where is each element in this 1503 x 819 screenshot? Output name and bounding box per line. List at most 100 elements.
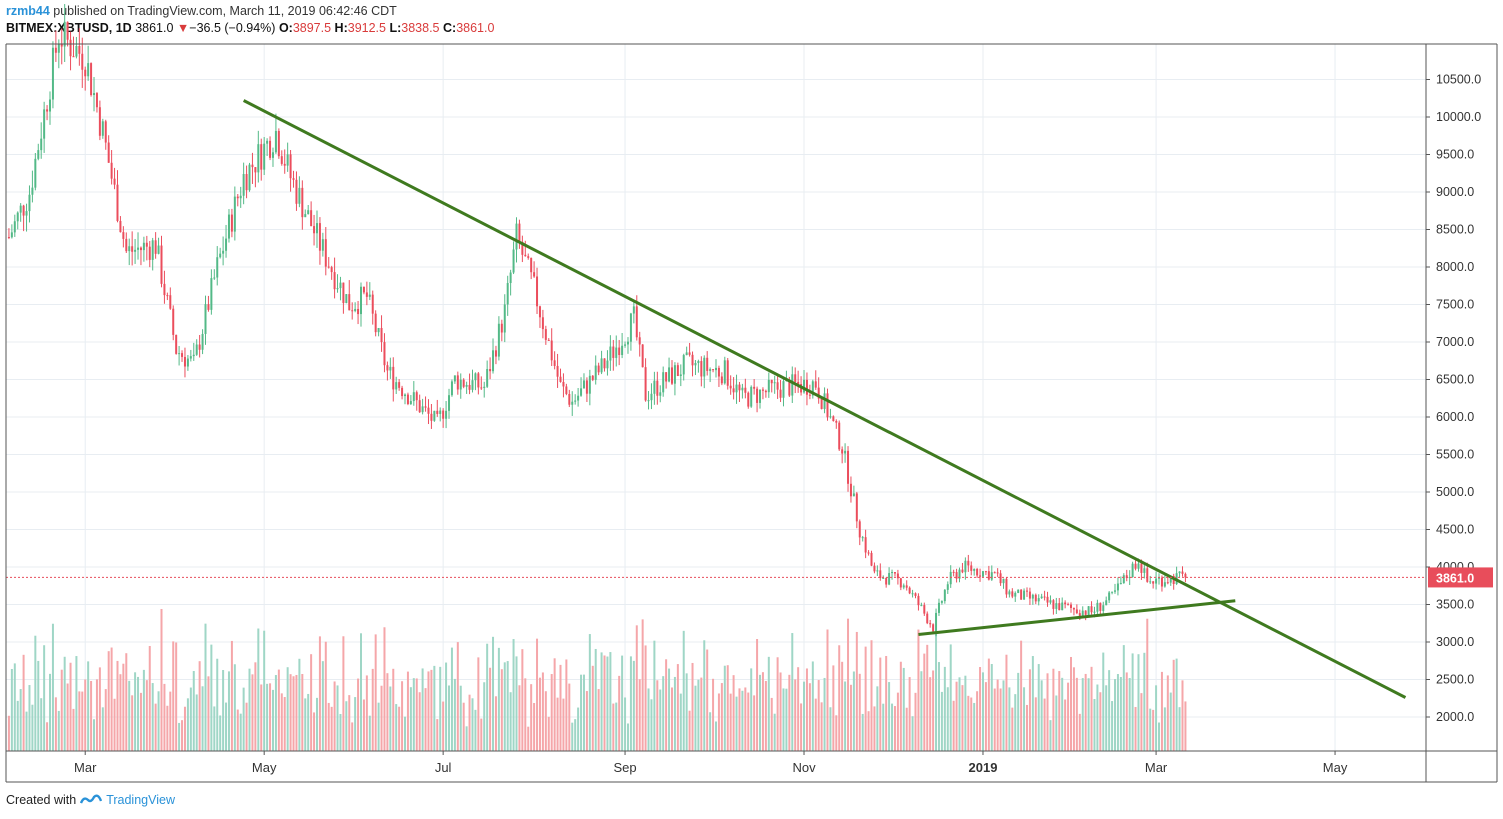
candle-body <box>78 45 81 54</box>
candle-body <box>1017 589 1020 593</box>
candle-body <box>204 304 207 334</box>
candle-body <box>541 317 544 330</box>
candle-body <box>60 44 63 47</box>
candle-body <box>409 401 412 405</box>
volume-bar <box>832 665 835 751</box>
volume-bar <box>759 674 762 751</box>
candle-body <box>797 381 800 385</box>
candle-body <box>817 387 820 399</box>
volume-bar <box>1160 671 1163 751</box>
volume-bar <box>436 719 439 751</box>
volume-bar <box>139 692 142 751</box>
volume-bar <box>107 651 110 751</box>
volume-bar <box>154 703 157 751</box>
candle-body <box>536 276 539 307</box>
volume-bar <box>1128 677 1131 751</box>
volume-bar <box>183 706 186 751</box>
volume-bar <box>49 673 52 751</box>
volume-bar <box>964 675 967 751</box>
candle-body <box>706 357 709 371</box>
candle-body <box>855 493 858 522</box>
volume-bar <box>688 710 691 751</box>
candle-body <box>530 257 533 273</box>
candle-body <box>841 449 844 454</box>
symbol-label[interactable]: BITMEX:XBTUSD, 1D <box>6 21 132 35</box>
volume-bar <box>823 677 826 751</box>
candle-body <box>436 410 439 414</box>
trendline <box>918 599 1236 636</box>
volume-bar <box>409 687 412 751</box>
volume-bar <box>345 701 348 751</box>
volume-bar <box>550 674 553 751</box>
candle-body <box>450 381 453 396</box>
candle-body <box>861 537 864 539</box>
candle-body <box>926 613 929 624</box>
candle-body <box>1152 581 1155 584</box>
volume-bar <box>580 674 583 751</box>
candle-body <box>629 313 632 342</box>
candle-body <box>911 593 914 595</box>
volume-bar <box>805 668 808 751</box>
candle-body <box>494 350 497 357</box>
candle-body <box>1055 603 1058 609</box>
candle-body <box>418 400 421 413</box>
author-link[interactable]: rzmb44 <box>6 4 50 18</box>
candle-body <box>295 179 298 204</box>
candle-body <box>163 283 166 296</box>
candle-body <box>574 400 577 402</box>
volume-bar <box>324 641 327 751</box>
volume-bar <box>318 636 321 751</box>
volume-bar <box>873 706 876 751</box>
candle-body <box>69 39 72 57</box>
candle-body <box>183 356 186 367</box>
candle-body <box>585 380 588 394</box>
candle-body <box>732 388 735 393</box>
change-arrow-icon: ▼ <box>176 21 190 35</box>
volume-bar <box>565 659 568 751</box>
volume-bar <box>1140 693 1143 751</box>
candle-body <box>908 587 911 594</box>
y-tick-label: 5500.0 <box>1436 448 1474 462</box>
volume-bar <box>189 687 192 751</box>
candle-body <box>685 352 688 356</box>
candle-body <box>368 294 371 297</box>
volume-bar <box>855 631 858 751</box>
candle-body <box>618 347 621 355</box>
candle-body <box>280 156 283 164</box>
candle-body <box>726 360 729 386</box>
volume-bar <box>779 672 782 751</box>
volume-bar <box>709 712 712 751</box>
volume-bar <box>747 692 750 751</box>
x-tick-label: Sep <box>613 760 636 775</box>
candle-body <box>362 286 365 293</box>
candle-body <box>178 353 181 355</box>
volume-bar <box>307 693 310 751</box>
candle-body <box>213 277 216 279</box>
volume-bar <box>1169 692 1172 751</box>
candle-body <box>738 384 741 391</box>
last-price: 3861.0 <box>135 21 174 35</box>
open-label: O: <box>278 21 293 35</box>
candle-body <box>477 373 480 388</box>
volume-bar <box>101 707 104 751</box>
candle-body <box>157 245 160 254</box>
volume-bar <box>844 681 847 751</box>
volume-bar <box>480 718 483 751</box>
candle-body <box>310 210 313 227</box>
tradingview-brand[interactable]: TradingView <box>106 793 175 807</box>
volume-bar <box>1178 707 1181 751</box>
candle-body <box>1102 605 1105 611</box>
candle-body <box>673 365 676 384</box>
volume-bar <box>239 713 242 751</box>
candle-body <box>503 304 506 333</box>
candle-body <box>753 386 756 389</box>
volume-bar <box>670 687 673 751</box>
candle-body <box>354 308 357 311</box>
y-tick-label: 8500.0 <box>1436 223 1474 237</box>
candle-body <box>720 376 723 384</box>
volume-bar <box>1116 674 1119 751</box>
candle-body <box>976 569 979 576</box>
candle-body <box>345 294 348 304</box>
volume-bar <box>753 695 756 751</box>
